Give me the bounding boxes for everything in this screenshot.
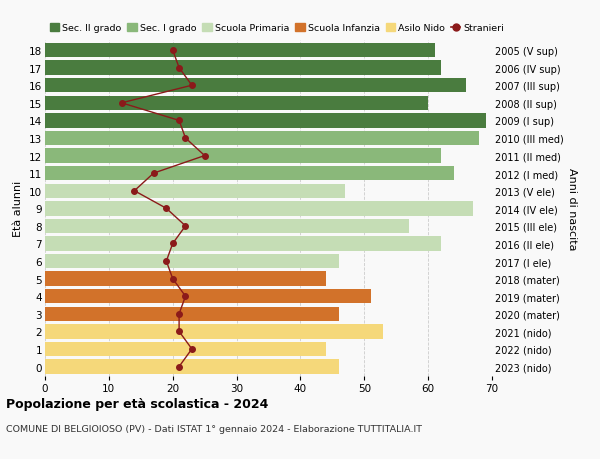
Legend: Sec. II grado, Sec. I grado, Scuola Primaria, Scuola Infanzia, Asilo Nido, Stran: Sec. II grado, Sec. I grado, Scuola Prim… xyxy=(50,24,505,33)
Bar xyxy=(45,184,345,198)
Bar xyxy=(45,289,371,304)
Bar xyxy=(45,254,339,269)
Bar xyxy=(45,359,339,374)
Bar xyxy=(45,307,339,321)
Y-axis label: Età alunni: Età alunni xyxy=(13,181,23,237)
Bar xyxy=(45,96,428,111)
Bar xyxy=(45,79,466,93)
Text: Popolazione per età scolastica - 2024: Popolazione per età scolastica - 2024 xyxy=(6,397,268,410)
Bar xyxy=(45,237,441,251)
Bar xyxy=(45,167,454,181)
Text: COMUNE DI BELGIOIOSO (PV) - Dati ISTAT 1° gennaio 2024 - Elaborazione TUTTITALIA: COMUNE DI BELGIOIOSO (PV) - Dati ISTAT 1… xyxy=(6,425,422,434)
Bar xyxy=(45,62,441,76)
Y-axis label: Anni di nascita: Anni di nascita xyxy=(568,168,577,250)
Bar xyxy=(45,272,326,286)
Bar xyxy=(45,149,441,163)
Bar xyxy=(45,44,434,58)
Bar xyxy=(45,114,485,129)
Bar xyxy=(45,342,326,356)
Bar xyxy=(45,219,409,234)
Bar xyxy=(45,325,383,339)
Bar xyxy=(45,202,473,216)
Bar xyxy=(45,131,479,146)
